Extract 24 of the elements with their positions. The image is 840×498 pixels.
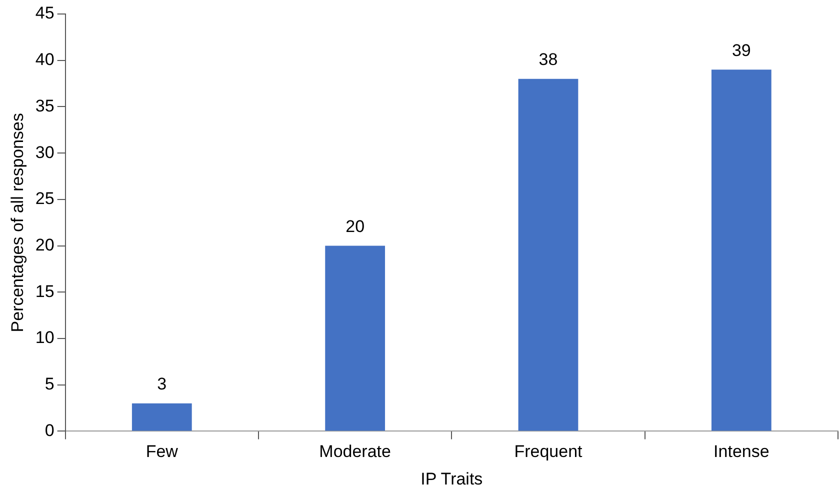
y-tick-label: 5 <box>44 374 54 394</box>
data-label: 39 <box>732 40 751 60</box>
y-tick-label: 15 <box>35 282 54 301</box>
bar <box>518 78 578 431</box>
x-tick-label: Moderate <box>319 442 391 462</box>
bar <box>132 403 192 431</box>
y-tick-label: 20 <box>35 235 54 254</box>
x-tick-label: Few <box>146 442 179 462</box>
y-tick-label: 45 <box>35 4 54 23</box>
y-tick-label: 0 <box>44 420 54 440</box>
x-tick-label: Intense <box>714 442 770 462</box>
y-tick-label: 40 <box>35 50 54 70</box>
y-tick-label: 30 <box>35 142 54 162</box>
x-axis-title: IP Traits <box>420 469 483 488</box>
data-label: 3 <box>157 374 167 394</box>
data-label: 20 <box>346 216 365 236</box>
bar <box>711 70 772 431</box>
bar <box>325 246 386 431</box>
y-tick-label: 10 <box>35 328 54 348</box>
y-tick-label: 35 <box>35 96 54 116</box>
y-axis-title: Percentages of all responses <box>8 112 27 332</box>
data-label: 38 <box>538 50 558 70</box>
y-tick-label: 25 <box>35 189 54 208</box>
x-tick-label: Frequent <box>514 442 583 462</box>
